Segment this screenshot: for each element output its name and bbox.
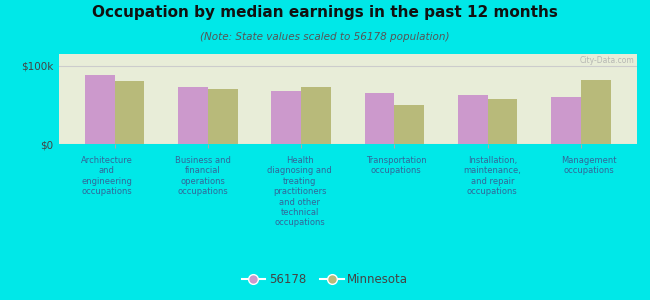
Bar [395, 105, 424, 144]
Legend: 56178, Minnesota: 56178, Minnesota [237, 269, 413, 291]
Text: Transportation
occupations: Transportation occupations [366, 156, 426, 176]
Bar [271, 91, 301, 144]
Text: Business and
financial
operations
occupations: Business and financial operations occupa… [176, 156, 231, 196]
Text: (Note: State values scaled to 56178 population): (Note: State values scaled to 56178 popu… [200, 32, 450, 41]
Bar [114, 81, 144, 144]
Bar [84, 75, 114, 144]
Bar [581, 80, 611, 144]
Text: Installation,
maintenance,
and repair
occupations: Installation, maintenance, and repair oc… [463, 156, 521, 196]
Text: Health
diagnosing and
treating
practitioners
and other
technical
occupations: Health diagnosing and treating practitio… [267, 156, 332, 227]
Bar [551, 97, 581, 144]
Text: Management
occupations: Management occupations [561, 156, 617, 176]
Bar [301, 87, 331, 144]
Bar [458, 95, 488, 144]
Text: Occupation by median earnings in the past 12 months: Occupation by median earnings in the pas… [92, 4, 558, 20]
Bar [365, 93, 395, 144]
Bar [178, 87, 208, 144]
Bar [208, 89, 238, 144]
Text: City-Data.com: City-Data.com [579, 56, 634, 65]
Bar [488, 99, 517, 144]
Text: Architecture
and
engineering
occupations: Architecture and engineering occupations [81, 156, 133, 196]
